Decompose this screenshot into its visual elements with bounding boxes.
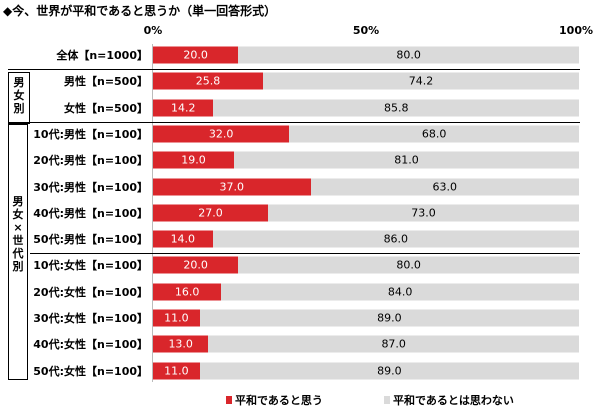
data-label: 11.0 bbox=[164, 364, 189, 378]
data-label: 19.0 bbox=[181, 153, 206, 167]
bar-not-think-peaceful bbox=[199, 362, 579, 380]
data-label: 37.0 bbox=[219, 180, 245, 193]
bar-think-peaceful bbox=[153, 335, 209, 353]
category-label: 50代:女性【n=100】 bbox=[33, 364, 148, 378]
legend-label: 平和であるとは思わない bbox=[393, 394, 514, 407]
data-label: 86.0 bbox=[383, 232, 409, 246]
data-label: 81.0 bbox=[394, 153, 419, 167]
data-label: 87.0 bbox=[381, 337, 406, 351]
bar-not-think-peaceful bbox=[199, 309, 579, 327]
category-label: 30代:男性【n=100】 bbox=[33, 180, 148, 194]
data-label: 89.0 bbox=[377, 311, 402, 325]
data-label: 25.8 bbox=[195, 74, 221, 88]
bar-think-peaceful bbox=[153, 362, 200, 380]
data-label: 13.0 bbox=[168, 337, 193, 351]
category-label: 女性【n=500】 bbox=[63, 101, 148, 115]
bar-not-think-peaceful bbox=[238, 256, 579, 274]
bar-not-think-peaceful bbox=[262, 72, 579, 90]
legend-item-think: 平和であると思う bbox=[226, 392, 323, 408]
separator bbox=[8, 69, 580, 70]
bar-not-think-peaceful bbox=[208, 335, 579, 353]
data-label: 14.0 bbox=[170, 232, 196, 246]
data-label: 80.0 bbox=[396, 258, 421, 272]
separator bbox=[8, 122, 580, 123]
data-label: 20.0 bbox=[183, 258, 208, 272]
tick-0: 0% bbox=[143, 24, 163, 37]
tick-100: 100% bbox=[559, 24, 593, 37]
category-label: 10代:男性【n=100】 bbox=[33, 127, 148, 141]
category-label: 20代:男性【n=100】 bbox=[33, 154, 148, 168]
bar-not-think-peaceful bbox=[289, 125, 579, 143]
bar-not-think-peaceful bbox=[310, 178, 579, 195]
bar-think-peaceful bbox=[153, 204, 269, 222]
category-label: 50代:男性【n=100】 bbox=[33, 233, 148, 247]
bar-think-peaceful bbox=[153, 283, 222, 301]
legend-swatch bbox=[384, 396, 390, 404]
bar-think-peaceful bbox=[153, 151, 234, 169]
bar-think-peaceful bbox=[153, 256, 239, 274]
category-label: 30代:女性【n=100】 bbox=[33, 312, 148, 325]
category-label: 40代:女性【n=100】 bbox=[33, 338, 148, 352]
bar-not-think-peaceful bbox=[212, 230, 579, 248]
category-label: 全体【n=1000】 bbox=[56, 49, 148, 62]
group-label: 男女×世代別 bbox=[12, 195, 24, 273]
bar-not-think-peaceful bbox=[268, 204, 579, 222]
data-label: 27.0 bbox=[198, 206, 223, 220]
data-label: 80.0 bbox=[396, 48, 421, 62]
bar-not-think-peaceful bbox=[238, 46, 579, 64]
data-label: 16.0 bbox=[174, 285, 200, 299]
data-label: 85.8 bbox=[383, 101, 409, 115]
bar-not-think-peaceful bbox=[233, 151, 579, 169]
bar-think-peaceful bbox=[153, 178, 311, 195]
data-label: 14.2 bbox=[170, 101, 196, 115]
data-label: 32.0 bbox=[208, 127, 234, 141]
axis-line bbox=[152, 44, 153, 382]
data-label: 89.0 bbox=[377, 364, 402, 378]
data-label: 11.0 bbox=[164, 311, 189, 325]
bar-not-think-peaceful bbox=[213, 99, 579, 117]
bar-think-peaceful bbox=[153, 125, 290, 143]
bar-think-peaceful bbox=[153, 230, 213, 248]
data-label: 74.2 bbox=[408, 74, 434, 88]
data-label: 84.0 bbox=[387, 285, 413, 299]
category-label: 40代:男性【n=100】 bbox=[33, 206, 148, 220]
group-gender: 男女別 bbox=[8, 72, 30, 124]
bar-not-think-peaceful bbox=[221, 283, 579, 301]
data-label: 20.0 bbox=[183, 48, 208, 62]
bar-think-peaceful bbox=[153, 99, 214, 117]
bar-think-peaceful bbox=[153, 72, 263, 90]
data-label: 73.0 bbox=[411, 206, 436, 220]
tick-50: 50% bbox=[352, 24, 380, 37]
legend-item-not-think: 平和であるとは思わない bbox=[384, 392, 514, 408]
legend-label: 平和であると思う bbox=[235, 394, 323, 407]
group-label: 男女別 bbox=[13, 76, 25, 115]
bar-think-peaceful bbox=[153, 46, 239, 64]
group-gender-age: 男女×世代別 bbox=[8, 124, 28, 380]
data-label: 63.0 bbox=[432, 180, 458, 193]
category-label: 男性【n=500】 bbox=[63, 75, 148, 89]
data-label: 68.0 bbox=[421, 127, 447, 141]
bar-think-peaceful bbox=[153, 309, 200, 327]
category-label: 20代:女性【n=100】 bbox=[33, 285, 148, 299]
legend-swatch bbox=[226, 396, 232, 404]
chart-title: ◆今、世界が平和であると思うか（単一回答形式） bbox=[3, 4, 277, 18]
separator bbox=[30, 253, 580, 254]
category-label: 10代:女性【n=100】 bbox=[33, 259, 148, 273]
